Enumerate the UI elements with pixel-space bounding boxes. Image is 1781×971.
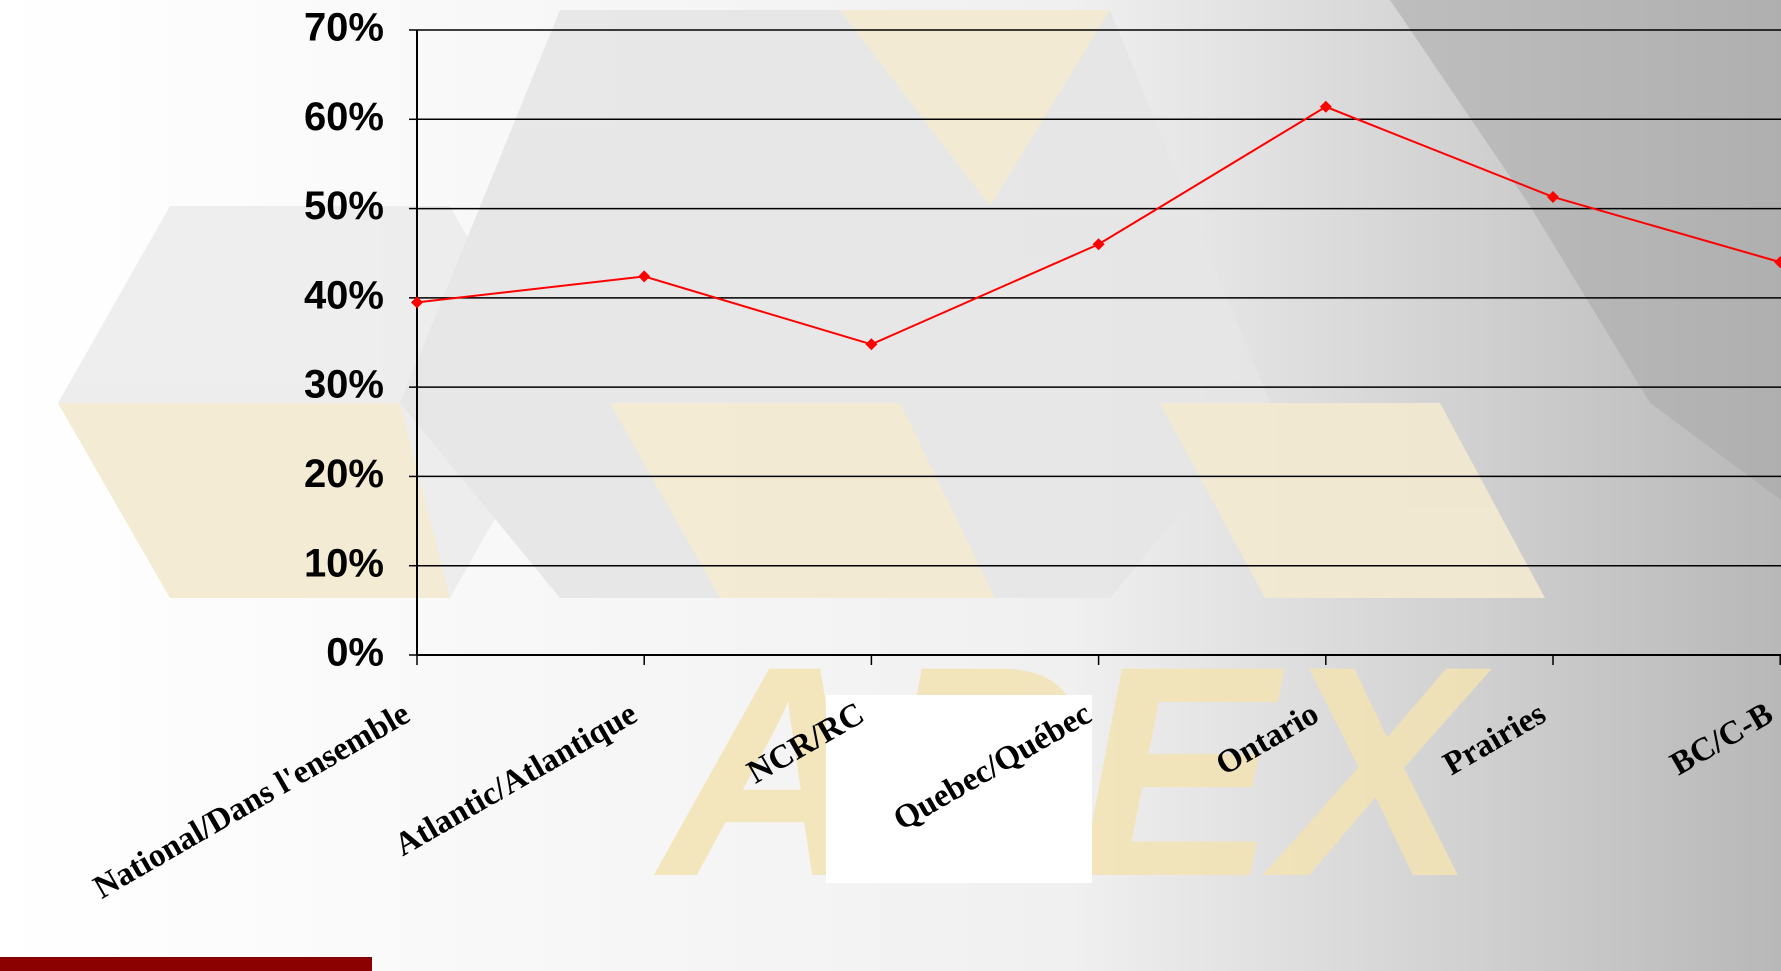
data-point (411, 296, 423, 309)
data-point (1547, 190, 1559, 203)
y-tick-label: 0% (326, 631, 384, 675)
y-tick-label: 30% (304, 363, 384, 407)
y-tick-label: 70% (304, 6, 384, 50)
y-tick-label: 60% (304, 95, 384, 139)
data-point (1774, 256, 1781, 269)
y-tick-label: 50% (304, 184, 384, 228)
y-tick-label: 40% (304, 273, 384, 317)
data-point (1092, 238, 1105, 251)
data-point (638, 270, 651, 283)
data-point (865, 338, 878, 351)
label-image-box (826, 695, 1092, 883)
y-tick-label: 10% (304, 541, 384, 585)
hex-decoration (58, 0, 1781, 598)
data-point (1319, 100, 1332, 113)
footer-bar (0, 957, 372, 971)
y-tick-label: 20% (304, 452, 384, 496)
